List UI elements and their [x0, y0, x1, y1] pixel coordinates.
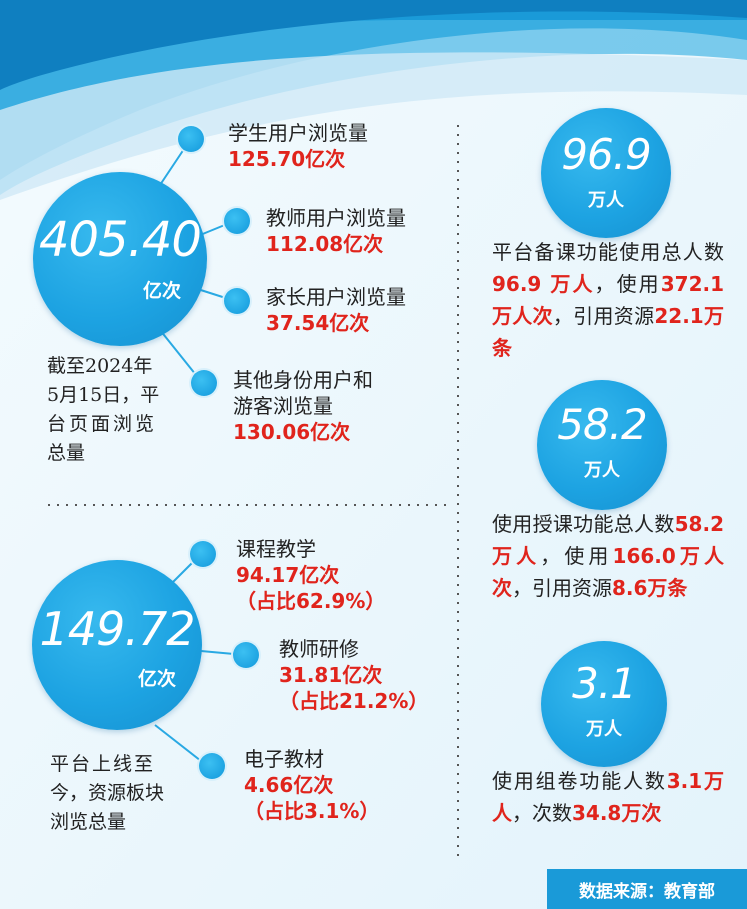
resource-views-caption: 平台上线至 今，资源板块 浏览总量: [50, 750, 164, 837]
desc-value: 22.1万条: [492, 304, 724, 360]
bullet-dot: [224, 288, 250, 314]
resource-views-circle: 149.72 亿次: [32, 560, 202, 730]
desc-text: ，引用资源: [552, 304, 655, 328]
desc-text: ，引用资源: [512, 576, 612, 600]
teaching-circle: 58.2 万人: [537, 380, 667, 510]
bullet-dot: [178, 126, 204, 152]
other-views-value: 130.06亿次: [233, 420, 351, 444]
desc-text: 平台备课功能使用总人数: [492, 240, 724, 264]
bullet-dot: [190, 541, 216, 567]
other-views-item: 其他身份用户和 游客浏览量 130.06亿次: [233, 367, 373, 445]
caption-line: 截至2024年: [47, 355, 153, 377]
prep-unit: 万人: [588, 190, 624, 211]
student-views-value: 125.70亿次: [228, 147, 346, 171]
course-teaching-share: （占比62.9%）: [236, 589, 386, 613]
volume-description: 使用组卷功能人数3.1万人，次数34.8万次: [492, 765, 724, 829]
course-teaching-value: 94.17亿次: [236, 563, 340, 587]
resource-views-number: 149.72: [39, 602, 196, 656]
e-textbook-value: 4.66亿次: [244, 773, 334, 797]
desc-value: 96.9 万人: [492, 272, 595, 296]
e-textbook-item: 电子教材 4.66亿次 （占比3.1%）: [244, 746, 379, 824]
bullet-dot: [199, 753, 225, 779]
volume-number: 3.1: [572, 659, 637, 708]
student-views-item: 学生用户浏览量 125.70亿次: [228, 120, 368, 172]
bullet-dot: [191, 370, 217, 396]
parent-views-item: 家长用户浏览量 37.54亿次: [266, 284, 406, 336]
desc-text: ，次数: [512, 801, 572, 825]
caption-line: 今，资源板块: [50, 782, 165, 804]
course-teaching-label: 课程教学: [236, 537, 316, 561]
bullet-dot: [224, 208, 250, 234]
teacher-views-value: 112.08亿次: [266, 232, 384, 256]
other-views-label-line2: 游客浏览量: [233, 394, 333, 418]
data-source-banner: 数据来源：教育部: [547, 869, 747, 909]
student-views-label: 学生用户浏览量: [228, 121, 368, 145]
desc-value: 58.2万人: [492, 512, 724, 568]
caption-line: 平台上线至: [50, 753, 156, 775]
teaching-description: 使用授课功能总人数58.2万人，使用166.0万人次，引用资源8.6万条: [492, 508, 724, 604]
teacher-views-item: 教师用户浏览量 112.08亿次: [266, 205, 406, 257]
prep-circle: 96.9 万人: [541, 108, 671, 238]
desc-value: 166.0万人次: [492, 544, 725, 600]
parent-views-label: 家长用户浏览量: [266, 285, 406, 309]
prep-description: 平台备课功能使用总人数 96.9 万人，使用372.1万人次，引用资源22.1万…: [492, 236, 724, 364]
e-textbook-share: （占比3.1%）: [244, 799, 380, 823]
course-teaching-item: 课程教学 94.17亿次 （占比62.9%）: [236, 536, 385, 614]
teacher-training-label: 教师研修: [279, 637, 359, 661]
caption-line: 浏览总量: [50, 811, 127, 833]
desc-value: 34.8万次: [572, 801, 662, 825]
total-views-caption: 截至2024年 5月15日，平 台页面浏览 总量: [47, 352, 159, 468]
teacher-views-label: 教师用户浏览量: [266, 206, 406, 230]
resource-views-unit: 亿次: [137, 668, 176, 690]
caption-line: 总量: [47, 442, 86, 464]
caption-line: 台页面浏览: [47, 413, 158, 435]
volume-unit: 万人: [586, 719, 622, 740]
prep-number: 96.9: [561, 130, 652, 179]
volume-circle: 3.1 万人: [541, 641, 667, 767]
total-views-number: 405.40: [39, 212, 202, 268]
desc-text: 使用组卷功能人数: [492, 769, 667, 793]
teacher-training-value: 31.81亿次: [279, 663, 383, 687]
teaching-unit: 万人: [584, 460, 620, 481]
desc-text: ，使用: [540, 544, 613, 568]
total-views-circle: 405.40 亿次: [33, 172, 207, 346]
teaching-number: 58.2: [557, 400, 648, 449]
bullet-dot: [233, 642, 259, 668]
desc-value: 3.1万人: [492, 769, 725, 825]
teacher-training-item: 教师研修 31.81亿次 （占比21.2%）: [279, 636, 428, 714]
other-views-label-line1: 其他身份用户和: [233, 368, 373, 392]
desc-value: 8.6万条: [612, 576, 688, 600]
total-views-unit: 亿次: [142, 280, 181, 302]
parent-views-value: 37.54亿次: [266, 311, 370, 335]
e-textbook-label: 电子教材: [244, 747, 324, 771]
desc-text: ，使用: [594, 272, 661, 296]
desc-value: 372.1万人次: [492, 272, 725, 328]
caption-line: 5月15日，平: [47, 384, 160, 406]
teacher-training-share: （占比21.2%）: [279, 689, 429, 713]
desc-text: 使用授课功能总人数: [492, 512, 675, 536]
